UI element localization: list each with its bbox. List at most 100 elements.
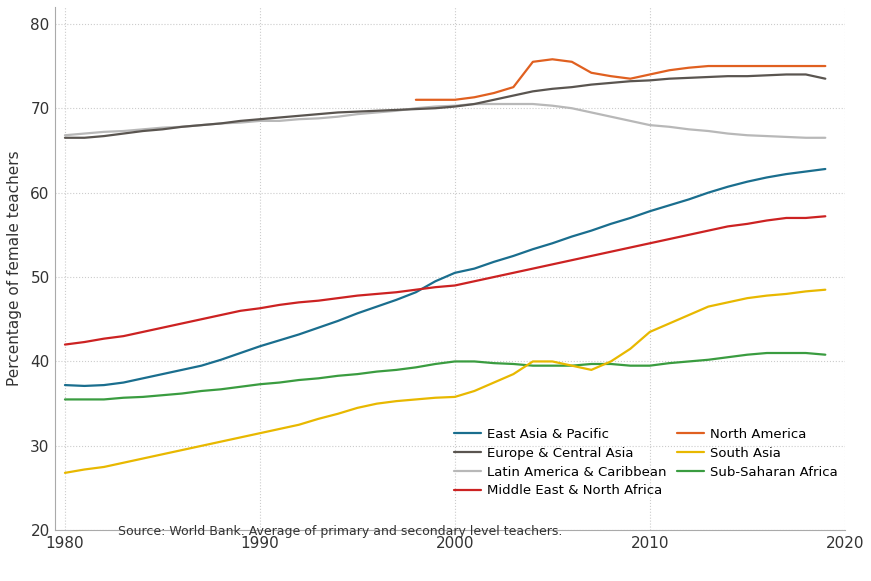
Middle East & North Africa (157, 324, 167, 331)
Sub-Saharan Africa (314, 375, 324, 382)
Sub-Saharan Africa (294, 376, 304, 383)
Europe & Central Asia (274, 114, 285, 121)
Middle East & North Africa (352, 292, 362, 299)
Middle East & North Africa (703, 227, 713, 234)
Sub-Saharan Africa (723, 354, 733, 361)
North America (625, 75, 636, 82)
Sub-Saharan Africa (138, 393, 148, 400)
Middle East & North Africa (274, 302, 285, 309)
Sub-Saharan Africa (372, 368, 382, 375)
Middle East & North Africa (391, 289, 402, 296)
South Asia (645, 328, 655, 335)
Sub-Saharan Africa (742, 351, 753, 358)
East Asia & Pacific (723, 183, 733, 190)
Middle East & North Africa (664, 235, 674, 242)
South Asia (761, 292, 772, 299)
East Asia & Pacific (294, 331, 304, 338)
East Asia & Pacific (177, 367, 187, 374)
South Asia (372, 400, 382, 407)
Y-axis label: Percentage of female teachers: Percentage of female teachers (7, 151, 22, 386)
East Asia & Pacific (98, 382, 109, 389)
Latin America & Caribbean (605, 113, 616, 120)
South Asia (235, 434, 246, 441)
Sub-Saharan Africa (645, 362, 655, 369)
Europe & Central Asia (528, 88, 538, 95)
East Asia & Pacific (586, 227, 597, 234)
Sub-Saharan Africa (664, 360, 674, 367)
South Asia (703, 303, 713, 310)
North America (410, 96, 421, 103)
Sub-Saharan Africa (254, 381, 265, 388)
Europe & Central Asia (664, 75, 674, 82)
Latin America & Caribbean (820, 134, 831, 141)
Sub-Saharan Africa (469, 358, 480, 365)
Latin America & Caribbean (254, 117, 265, 124)
Latin America & Caribbean (449, 102, 460, 109)
Middle East & North Africa (489, 274, 499, 281)
East Asia & Pacific (781, 171, 792, 178)
Europe & Central Asia (508, 92, 518, 99)
South Asia (489, 379, 499, 386)
East Asia & Pacific (235, 350, 246, 357)
South Asia (508, 371, 518, 378)
North America (820, 63, 831, 70)
Middle East & North Africa (372, 290, 382, 297)
Europe & Central Asia (333, 109, 343, 116)
Europe & Central Asia (781, 71, 792, 78)
East Asia & Pacific (664, 202, 674, 209)
Latin America & Caribbean (294, 116, 304, 123)
Europe & Central Asia (118, 130, 129, 137)
Text: Source: World Bank. Average of primary and secondary level teachers.: Source: World Bank. Average of primary a… (118, 525, 563, 539)
East Asia & Pacific (761, 174, 772, 181)
Latin America & Caribbean (703, 128, 713, 135)
South Asia (800, 288, 811, 295)
Middle East & North Africa (547, 261, 557, 268)
Europe & Central Asia (410, 106, 421, 113)
Middle East & North Africa (761, 217, 772, 224)
North America (664, 67, 674, 74)
Sub-Saharan Africa (60, 396, 71, 403)
East Asia & Pacific (352, 310, 362, 317)
Europe & Central Asia (489, 96, 499, 103)
Sub-Saharan Africa (508, 360, 518, 367)
North America (742, 63, 753, 70)
South Asia (684, 311, 694, 318)
Middle East & North Africa (469, 278, 480, 285)
Latin America & Caribbean (372, 109, 382, 116)
East Asia & Pacific (314, 324, 324, 331)
Sub-Saharan Africa (79, 396, 90, 403)
Sub-Saharan Africa (703, 356, 713, 363)
South Asia (430, 394, 441, 401)
Middle East & North Africa (177, 320, 187, 327)
Sub-Saharan Africa (781, 350, 792, 357)
East Asia & Pacific (138, 375, 148, 382)
East Asia & Pacific (60, 382, 71, 389)
Middle East & North Africa (196, 315, 206, 322)
Latin America & Caribbean (314, 115, 324, 122)
Line: South Asia: South Asia (65, 290, 826, 473)
Latin America & Caribbean (333, 113, 343, 120)
East Asia & Pacific (489, 259, 499, 266)
Latin America & Caribbean (216, 120, 226, 127)
Middle East & North Africa (742, 220, 753, 227)
North America (781, 63, 792, 70)
Middle East & North Africa (645, 240, 655, 247)
North America (761, 63, 772, 70)
Sub-Saharan Africa (430, 360, 441, 367)
Middle East & North Africa (138, 328, 148, 335)
Middle East & North Africa (235, 307, 246, 314)
Sub-Saharan Africa (586, 360, 597, 367)
East Asia & Pacific (391, 296, 402, 303)
South Asia (605, 358, 616, 365)
East Asia & Pacific (625, 214, 636, 221)
Latin America & Caribbean (742, 132, 753, 139)
Europe & Central Asia (723, 73, 733, 80)
South Asia (294, 421, 304, 428)
Sub-Saharan Africa (274, 379, 285, 386)
East Asia & Pacific (645, 208, 655, 215)
Sub-Saharan Africa (118, 394, 129, 401)
Middle East & North Africa (528, 265, 538, 272)
North America (567, 58, 577, 65)
Middle East & North Africa (625, 244, 636, 251)
North America (547, 56, 557, 63)
